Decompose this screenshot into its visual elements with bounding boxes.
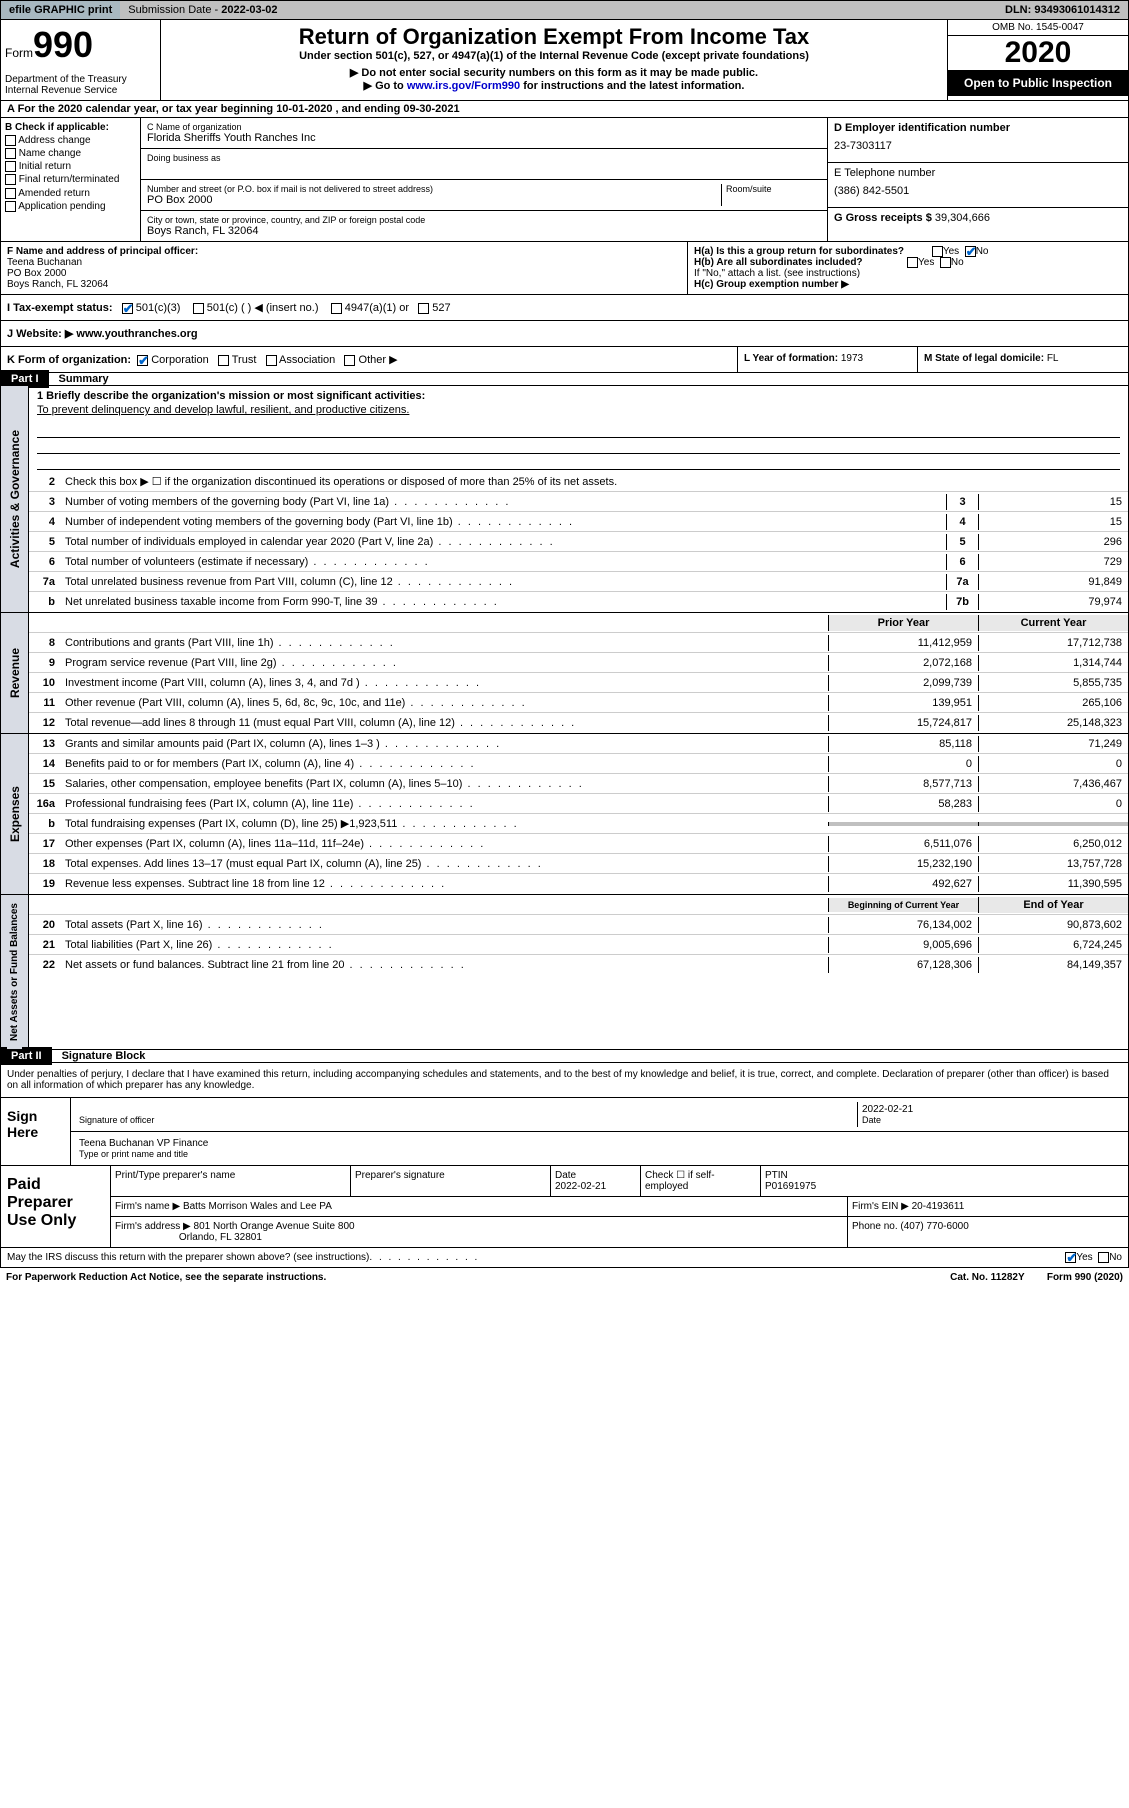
- k-form-org: K Form of organization: Corporation Trus…: [1, 347, 738, 372]
- section-expenses: Expenses 13Grants and similar amounts pa…: [0, 734, 1129, 895]
- part1-header: Part ISummary: [0, 373, 1129, 386]
- table-row: 20Total assets (Part X, line 16)76,134,0…: [29, 915, 1128, 935]
- table-row: 16aProfessional fundraising fees (Part I…: [29, 794, 1128, 814]
- tax-exempt-row: I Tax-exempt status: 501(c)(3) 501(c) ( …: [0, 295, 1129, 321]
- dept-label: Department of the Treasury Internal Reve…: [5, 74, 156, 96]
- info-grid: B Check if applicable: Address change Na…: [0, 118, 1129, 242]
- section-governance: Activities & Governance 1 Briefly descri…: [0, 386, 1129, 613]
- irs-link[interactable]: www.irs.gov/Form990: [407, 80, 520, 92]
- table-row: 14Benefits paid to or for members (Part …: [29, 754, 1128, 774]
- table-row: 8Contributions and grants (Part VIII, li…: [29, 633, 1128, 653]
- table-row: bTotal fundraising expenses (Part IX, co…: [29, 814, 1128, 834]
- table-row: 5Total number of individuals employed in…: [29, 532, 1128, 552]
- col-d-ein: D Employer identification number23-73031…: [828, 118, 1128, 241]
- submission-date: Submission Date - 2022-03-02: [120, 1, 285, 19]
- part2-header: Part IISignature Block: [0, 1050, 1129, 1063]
- table-row: 21Total liabilities (Part X, line 26)9,0…: [29, 935, 1128, 955]
- line-1-mission: 1 Briefly describe the organization's mi…: [29, 386, 1128, 422]
- dln: DLN: 93493061014312: [997, 1, 1128, 19]
- col-f-officer: F Name and address of principal officer:…: [1, 242, 688, 294]
- title-column: Return of Organization Exempt From Incom…: [161, 20, 948, 100]
- paid-preparer-block: Paid Preparer Use Only Print/Type prepar…: [0, 1166, 1129, 1248]
- perjury-text: Under penalties of perjury, I declare th…: [0, 1063, 1129, 1098]
- website-row: J Website: ▶ www.youthranches.org: [0, 321, 1129, 347]
- table-row: 11Other revenue (Part VIII, column (A), …: [29, 693, 1128, 713]
- table-row: 7aTotal unrelated business revenue from …: [29, 572, 1128, 592]
- top-bar: efile GRAPHIC print Submission Date - 20…: [0, 0, 1129, 20]
- table-row: 15Salaries, other compensation, employee…: [29, 774, 1128, 794]
- table-row: 3Number of voting members of the governi…: [29, 492, 1128, 512]
- table-row: 13Grants and similar amounts paid (Part …: [29, 734, 1128, 754]
- main-title: Return of Organization Exempt From Incom…: [165, 24, 943, 50]
- header: Form990 Department of the Treasury Inter…: [0, 20, 1129, 101]
- table-row: 22Net assets or fund balances. Subtract …: [29, 955, 1128, 975]
- efile-label: efile GRAPHIC print: [1, 1, 120, 19]
- col-c-org: C Name of organizationFlorida Sheriffs Y…: [141, 118, 828, 241]
- kl-row: K Form of organization: Corporation Trus…: [0, 347, 1129, 373]
- table-row: 10Investment income (Part VIII, column (…: [29, 673, 1128, 693]
- table-row: 18Total expenses. Add lines 13–17 (must …: [29, 854, 1128, 874]
- table-row: 19Revenue less expenses. Subtract line 1…: [29, 874, 1128, 894]
- bottom-note: For Paperwork Reduction Act Notice, see …: [0, 1268, 1129, 1287]
- row-f-h: F Name and address of principal officer:…: [0, 242, 1129, 295]
- table-row: 12Total revenue—add lines 8 through 11 (…: [29, 713, 1128, 733]
- discuss-row: May the IRS discuss this return with the…: [0, 1248, 1129, 1268]
- year-box: OMB No. 1545-0047 2020 Open to Public In…: [948, 20, 1128, 100]
- table-row: 6Total number of volunteers (estimate if…: [29, 552, 1128, 572]
- col-h-group: H(a) Is this a group return for subordin…: [688, 242, 1128, 294]
- l-year: L Year of formation: 1973: [738, 347, 918, 372]
- table-row: 9Program service revenue (Part VIII, lin…: [29, 653, 1128, 673]
- section-revenue: Revenue Prior YearCurrent Year 8Contribu…: [0, 613, 1129, 734]
- table-row: bNet unrelated business taxable income f…: [29, 592, 1128, 612]
- table-row: 4Number of independent voting members of…: [29, 512, 1128, 532]
- sign-here-block: Sign Here Signature of officer 2022-02-2…: [0, 1098, 1129, 1166]
- m-state: M State of legal domicile: FL: [918, 347, 1128, 372]
- col-b-checkboxes: B Check if applicable: Address change Na…: [1, 118, 141, 241]
- section-net-assets: Net Assets or Fund Balances Beginning of…: [0, 895, 1129, 1050]
- table-row: 17Other expenses (Part IX, column (A), l…: [29, 834, 1128, 854]
- form-number-box: Form990 Department of the Treasury Inter…: [1, 20, 161, 100]
- row-a-tax-year: A For the 2020 calendar year, or tax yea…: [0, 101, 1129, 118]
